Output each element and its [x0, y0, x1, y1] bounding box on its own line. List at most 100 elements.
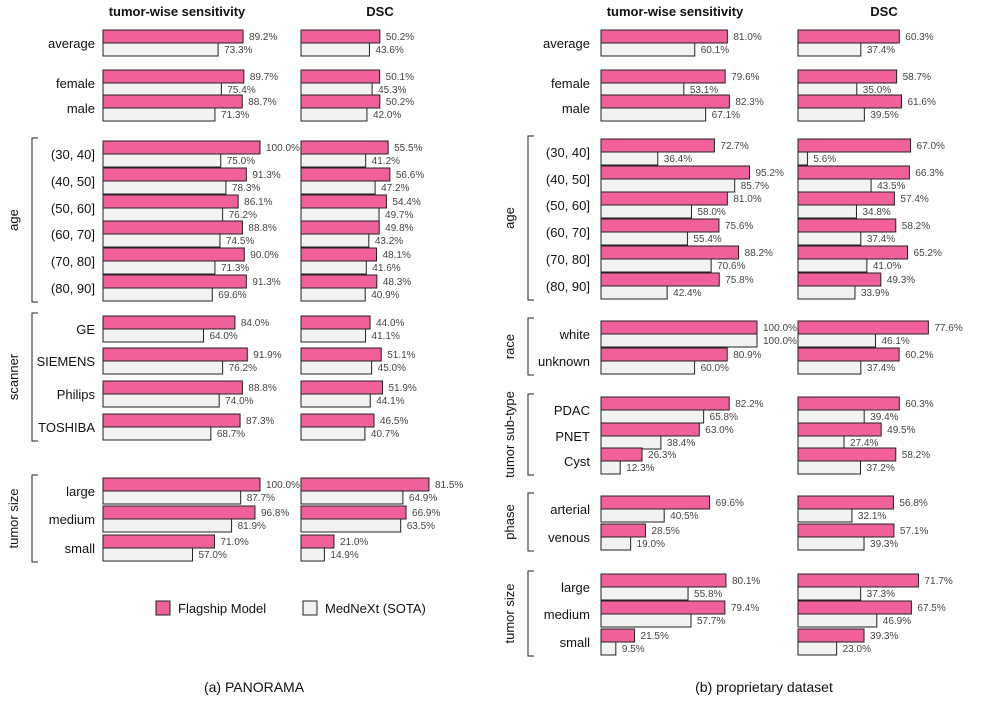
bar-mednext-panorama-tumor-wise-sensitivity-medium: [102, 518, 233, 533]
value-label-flagship-proprietary-tumor-wise-sensitivity-40-50: 95.2%: [756, 168, 784, 179]
value-label-mednext-panorama-dsc-medium: 63.5%: [407, 521, 435, 532]
value-label-flagship-panorama-tumor-wise-sensitivity-large: 100.0%: [266, 480, 300, 491]
bar-mednext-proprietary-tumor-wise-sensitivity-female: [600, 82, 685, 97]
category-label-proprietary-arterial: arterial: [550, 502, 590, 517]
bar-flagship-panorama-dsc-80-90: [300, 274, 378, 289]
bar-mednext-proprietary-dsc-60-70: [797, 231, 862, 246]
category-label-panorama-large: large: [66, 484, 95, 499]
group-bracket-proprietary-age: [527, 135, 534, 301]
value-label-flagship-panorama-tumor-wise-sensitivity-male: 88.7%: [248, 97, 276, 108]
bar-flagship-proprietary-tumor-wise-sensitivity-60-70: [600, 218, 720, 233]
value-label-flagship-panorama-tumor-wise-sensitivity-medium: 96.8%: [261, 508, 289, 519]
value-label-flagship-proprietary-tumor-wise-sensitivity-pdac: 82.2%: [735, 399, 763, 410]
bar-flagship-panorama-dsc-40-50: [300, 167, 391, 182]
value-label-mednext-proprietary-tumor-wise-sensitivity-pnet: 38.4%: [667, 438, 695, 449]
bar-mednext-proprietary-tumor-wise-sensitivity-unknown: [600, 360, 696, 375]
value-label-mednext-proprietary-dsc-arterial: 32.1%: [858, 511, 886, 522]
bar-flagship-proprietary-tumor-wise-sensitivity-40-50: [600, 165, 751, 180]
bar-mednext-proprietary-tumor-wise-sensitivity-cyst: [600, 460, 621, 475]
bar-mednext-panorama-dsc-toshiba: [300, 426, 366, 441]
bar-flagship-panorama-dsc-average: [300, 29, 381, 44]
bar-flagship-proprietary-dsc-pdac: [797, 396, 900, 411]
bar-flagship-proprietary-dsc-large: [797, 573, 919, 588]
value-label-mednext-proprietary-dsc-pdac: 39.4%: [870, 412, 898, 423]
bar-flagship-proprietary-dsc-60-70: [797, 218, 897, 233]
value-label-flagship-proprietary-tumor-wise-sensitivity-30-40: 72.7%: [720, 141, 748, 152]
bar-mednext-proprietary-dsc-30-40: [797, 151, 808, 166]
category-label-proprietary-unknown: unknown: [538, 354, 590, 369]
value-label-flagship-proprietary-dsc-medium: 67.5%: [917, 603, 945, 614]
bar-mednext-proprietary-tumor-wise-sensitivity-30-40: [600, 151, 659, 166]
group-label-proprietary-race: race: [502, 334, 517, 359]
value-label-mednext-panorama-dsc-ge: 41.1%: [372, 331, 400, 342]
value-label-mednext-panorama-dsc-small: 14.9%: [330, 550, 358, 561]
bar-mednext-proprietary-tumor-wise-sensitivity-50-60: [600, 204, 692, 219]
metric-header-proprietary-tumor-wise-sensitivity: tumor-wise sensitivity: [607, 4, 744, 19]
value-label-mednext-proprietary-dsc-small: 23.0%: [843, 644, 871, 655]
group-label-panorama-tumor-size: tumor size: [6, 489, 21, 549]
bar-flagship-proprietary-dsc-small: [797, 628, 865, 643]
value-label-flagship-panorama-tumor-wise-sensitivity-female: 89.7%: [250, 72, 278, 83]
category-label-panorama-30-40: (30, 40]: [51, 147, 95, 162]
value-label-flagship-panorama-tumor-wise-sensitivity-40-50: 91.3%: [252, 170, 280, 181]
value-label-flagship-panorama-dsc-80-90: 48.3%: [383, 277, 411, 288]
bar-mednext-proprietary-dsc-80-90: [797, 285, 856, 300]
bar-flagship-panorama-dsc-philips: [300, 380, 383, 395]
bar-mednext-panorama-dsc-30-40: [300, 153, 367, 168]
value-label-flagship-panorama-tumor-wise-sensitivity-30-40: 100.0%: [266, 143, 300, 154]
category-label-proprietary-60-70: (60, 70]: [546, 225, 590, 240]
value-label-mednext-proprietary-tumor-wise-sensitivity-pdac: 65.8%: [710, 412, 738, 423]
bar-mednext-proprietary-dsc-venous: [797, 536, 865, 551]
bar-mednext-proprietary-tumor-wise-sensitivity-average: [600, 42, 696, 57]
bar-flagship-panorama-tumor-wise-sensitivity-large: [102, 477, 261, 492]
value-label-flagship-proprietary-dsc-small: 39.3%: [870, 631, 898, 642]
value-label-mednext-panorama-tumor-wise-sensitivity-small: 57.0%: [198, 550, 226, 561]
group-label-proprietary-phase: phase: [502, 504, 517, 539]
value-label-mednext-proprietary-tumor-wise-sensitivity-venous: 19.0%: [637, 539, 665, 550]
category-label-proprietary-venous: venous: [548, 530, 590, 545]
value-label-mednext-panorama-dsc-female: 45.3%: [378, 85, 406, 96]
bar-flagship-proprietary-dsc-white: [797, 320, 929, 335]
category-label-panorama-average: average: [48, 36, 95, 51]
value-label-mednext-panorama-dsc-average: 43.6%: [375, 45, 403, 56]
category-label-panorama-small: small: [65, 541, 95, 556]
bar-flagship-proprietary-tumor-wise-sensitivity-cyst: [600, 447, 643, 462]
bar-mednext-proprietary-dsc-50-60: [797, 204, 857, 219]
category-label-proprietary-male: male: [562, 101, 590, 116]
bar-flagship-proprietary-dsc-venous: [797, 523, 895, 538]
bar-mednext-panorama-tumor-wise-sensitivity-female: [102, 82, 222, 97]
bar-mednext-panorama-tumor-wise-sensitivity-average: [102, 42, 219, 57]
bar-flagship-proprietary-dsc-50-60: [797, 191, 895, 206]
bar-flagship-proprietary-dsc-male: [797, 94, 902, 109]
category-label-proprietary-cyst: Cyst: [564, 454, 590, 469]
bar-mednext-panorama-dsc-medium: [300, 518, 402, 533]
metric-header-proprietary-dsc: DSC: [870, 4, 898, 19]
value-label-flagship-proprietary-dsc-female: 58.7%: [903, 72, 931, 83]
value-label-mednext-proprietary-dsc-pnet: 27.4%: [850, 438, 878, 449]
bar-mednext-proprietary-dsc-white: [797, 333, 876, 348]
legend-swatch-mednext: [302, 600, 318, 616]
category-label-proprietary-80-90: (80, 90]: [546, 279, 590, 294]
value-label-mednext-proprietary-dsc-70-80: 41.0%: [873, 261, 901, 272]
category-label-panorama-ge: GE: [76, 322, 95, 337]
bar-mednext-panorama-tumor-wise-sensitivity-toshiba: [102, 426, 212, 441]
category-label-proprietary-70-80: (70, 80]: [546, 252, 590, 267]
value-label-flagship-proprietary-tumor-wise-sensitivity-cyst: 26.3%: [648, 450, 676, 461]
value-label-flagship-proprietary-tumor-wise-sensitivity-70-80: 88.2%: [745, 248, 773, 259]
value-label-flagship-panorama-dsc-philips: 51.9%: [388, 383, 416, 394]
value-label-mednext-proprietary-dsc-cyst: 37.2%: [866, 463, 894, 474]
bar-mednext-panorama-tumor-wise-sensitivity-50-60: [102, 207, 224, 222]
bar-mednext-proprietary-dsc-unknown: [797, 360, 862, 375]
group-label-panorama-scanner: scanner: [6, 353, 21, 400]
value-label-mednext-proprietary-dsc-80-90: 33.9%: [861, 288, 889, 299]
value-label-mednext-proprietary-tumor-wise-sensitivity-small: 9.5%: [622, 644, 645, 655]
bar-flagship-proprietary-tumor-wise-sensitivity-80-90: [600, 272, 720, 287]
legend: Flagship Model MedNeXt (SOTA): [155, 600, 426, 616]
bar-mednext-panorama-tumor-wise-sensitivity-small: [102, 547, 193, 562]
group-label-proprietary-tumor-sub-type: tumor sub-type: [502, 391, 517, 478]
bar-mednext-proprietary-tumor-wise-sensitivity-80-90: [600, 285, 668, 300]
bar-mednext-panorama-tumor-wise-sensitivity-70-80: [102, 260, 216, 275]
bar-mednext-panorama-tumor-wise-sensitivity-60-70: [102, 233, 221, 248]
bar-flagship-proprietary-dsc-medium: [797, 600, 912, 615]
value-label-flagship-panorama-dsc-toshiba: 46.5%: [380, 416, 408, 427]
